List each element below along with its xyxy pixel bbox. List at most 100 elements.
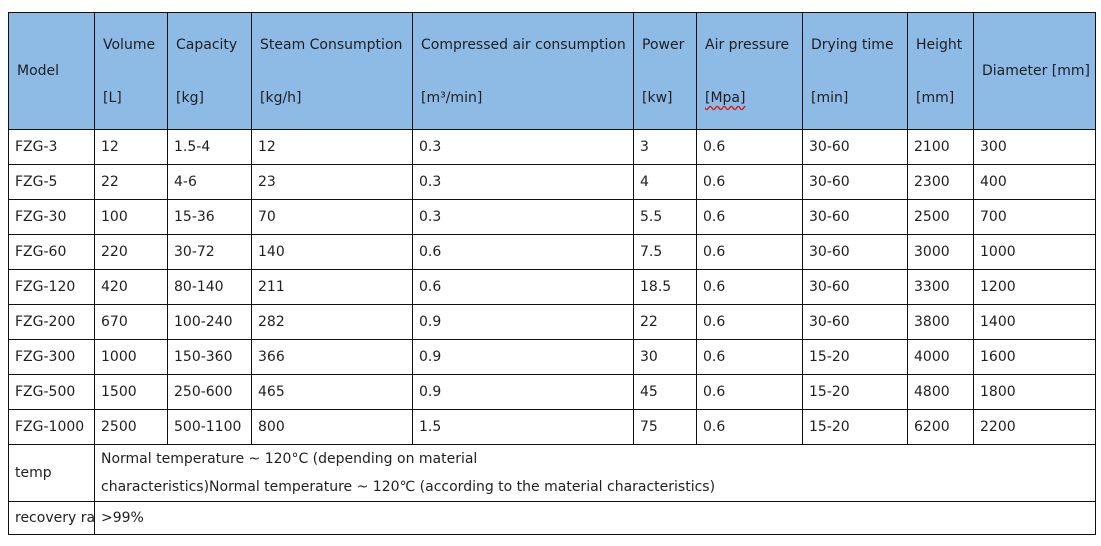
cell-capacity: 250-600 [167, 374, 252, 410]
header-volume: Volume [L] [94, 12, 168, 130]
temp-row: temp Normal temperature ~ 120°C (dependi… [8, 444, 1096, 502]
cell-model: FZG-1000 [8, 409, 95, 445]
cell-steam: 140 [251, 234, 413, 270]
cell-volume: 670 [94, 304, 168, 340]
header-volume-name: Volume [103, 37, 156, 53]
cell-volume: 100 [94, 199, 168, 235]
table-row: FZG-3 12 1.5-4 12 0.3 3 0.6 30-60 2100 3… [8, 129, 1096, 165]
cell-steam: 282 [251, 304, 413, 340]
cell-diameter: 300 [973, 129, 1096, 165]
header-model: Model [8, 12, 95, 130]
cell-air-consumption: 0.9 [412, 339, 634, 375]
cell-model: FZG-500 [8, 374, 95, 410]
cell-model: FZG-120 [8, 269, 95, 305]
cell-steam: 12 [251, 129, 413, 165]
cell-capacity: 1.5-4 [167, 129, 252, 165]
cell-power: 3 [633, 129, 697, 165]
table-row: FZG-60 220 30-72 140 0.6 7.5 0.6 30-60 3… [8, 234, 1096, 270]
cell-drying-time: 15-20 [802, 409, 908, 445]
cell-air-pressure: 0.6 [696, 304, 803, 340]
recovery-row: recovery rate >99% [8, 501, 1096, 535]
cell-steam: 465 [251, 374, 413, 410]
cell-capacity: 4-6 [167, 164, 252, 200]
cell-air-consumption: 0.9 [412, 304, 634, 340]
cell-steam: 800 [251, 409, 413, 445]
header-capacity-unit: [kg] [176, 90, 204, 106]
header-air-consumption-unit: [m³/min] [421, 90, 483, 106]
temp-label: temp [8, 444, 95, 502]
cell-power: 18.5 [633, 269, 697, 305]
header-air-consumption-name: Compressed air consumption [421, 37, 626, 53]
header-row: Model Volume [L] Capacity [kg] Steam Con… [8, 12, 1096, 130]
recovery-label: recovery rate [8, 501, 95, 535]
header-air-pressure-unit: [Mpa] [705, 90, 746, 106]
header-volume-unit: [L] [103, 90, 122, 106]
cell-steam: 366 [251, 339, 413, 375]
cell-air-pressure: 0.6 [696, 374, 803, 410]
header-power-unit: [kw] [642, 90, 673, 106]
header-steam-unit: [kg/h] [260, 90, 302, 106]
cell-height: 3800 [907, 304, 974, 340]
cell-power: 45 [633, 374, 697, 410]
cell-air-consumption: 0.3 [412, 129, 634, 165]
cell-diameter: 2200 [973, 409, 1096, 445]
cell-drying-time: 30-60 [802, 129, 908, 165]
cell-model: FZG-300 [8, 339, 95, 375]
table-row: FZG-30 100 15-36 70 0.3 5.5 0.6 30-60 25… [8, 199, 1096, 235]
cell-height: 4800 [907, 374, 974, 410]
header-power: Power [kw] [633, 12, 697, 130]
cell-steam: 23 [251, 164, 413, 200]
cell-height: 6200 [907, 409, 974, 445]
cell-air-pressure: 0.6 [696, 339, 803, 375]
cell-model: FZG-5 [8, 164, 95, 200]
cell-height: 4000 [907, 339, 974, 375]
cell-power: 5.5 [633, 199, 697, 235]
cell-drying-time: 30-60 [802, 164, 908, 200]
cell-air-consumption: 0.6 [412, 269, 634, 305]
temp-value-line2: characteristics)Normal temperature ~ 120… [101, 479, 716, 495]
cell-capacity: 15-36 [167, 199, 252, 235]
cell-volume: 12 [94, 129, 168, 165]
cell-drying-time: 30-60 [802, 199, 908, 235]
cell-height: 3000 [907, 234, 974, 270]
cell-air-consumption: 0.3 [412, 164, 634, 200]
cell-diameter: 1400 [973, 304, 1096, 340]
cell-air-consumption: 0.6 [412, 234, 634, 270]
header-height: Height [mm] [907, 12, 974, 130]
header-height-name: Height [916, 37, 963, 53]
cell-power: 75 [633, 409, 697, 445]
cell-air-pressure: 0.6 [696, 129, 803, 165]
cell-model: FZG-60 [8, 234, 95, 270]
header-height-unit: [mm] [916, 90, 955, 106]
cell-height: 2500 [907, 199, 974, 235]
recovery-value: >99% [94, 501, 1096, 535]
cell-volume: 2500 [94, 409, 168, 445]
cell-diameter: 1600 [973, 339, 1096, 375]
header-air-consumption: Compressed air consumption [m³/min] [412, 12, 634, 130]
header-capacity: Capacity [kg] [167, 12, 252, 130]
header-capacity-name: Capacity [176, 37, 238, 53]
cell-power: 30 [633, 339, 697, 375]
cell-air-pressure: 0.6 [696, 409, 803, 445]
header-drying-time-unit: [min] [811, 90, 849, 106]
table-row: FZG-120 420 80-140 211 0.6 18.5 0.6 30-6… [8, 269, 1096, 305]
table-row: FZG-1000 2500 500-1100 800 1.5 75 0.6 15… [8, 409, 1096, 445]
header-model-label: Model [17, 63, 60, 79]
header-power-name: Power [642, 37, 685, 53]
header-drying-time: Drying time [min] [802, 12, 908, 130]
cell-height: 2300 [907, 164, 974, 200]
cell-air-pressure: 0.6 [696, 269, 803, 305]
header-air-pressure: Air pressure [Mpa] [696, 12, 803, 130]
cell-air-pressure: 0.6 [696, 164, 803, 200]
cell-model: FZG-30 [8, 199, 95, 235]
cell-diameter: 400 [973, 164, 1096, 200]
cell-capacity: 30-72 [167, 234, 252, 270]
table-body: FZG-3 12 1.5-4 12 0.3 3 0.6 30-60 2100 3… [8, 129, 1096, 535]
header-drying-time-name: Drying time [811, 37, 894, 53]
cell-diameter: 700 [973, 199, 1096, 235]
cell-volume: 1500 [94, 374, 168, 410]
table-row: FZG-5 22 4-6 23 0.3 4 0.6 30-60 2300 400 [8, 164, 1096, 200]
cell-drying-time: 30-60 [802, 269, 908, 305]
cell-diameter: 1800 [973, 374, 1096, 410]
cell-height: 2100 [907, 129, 974, 165]
